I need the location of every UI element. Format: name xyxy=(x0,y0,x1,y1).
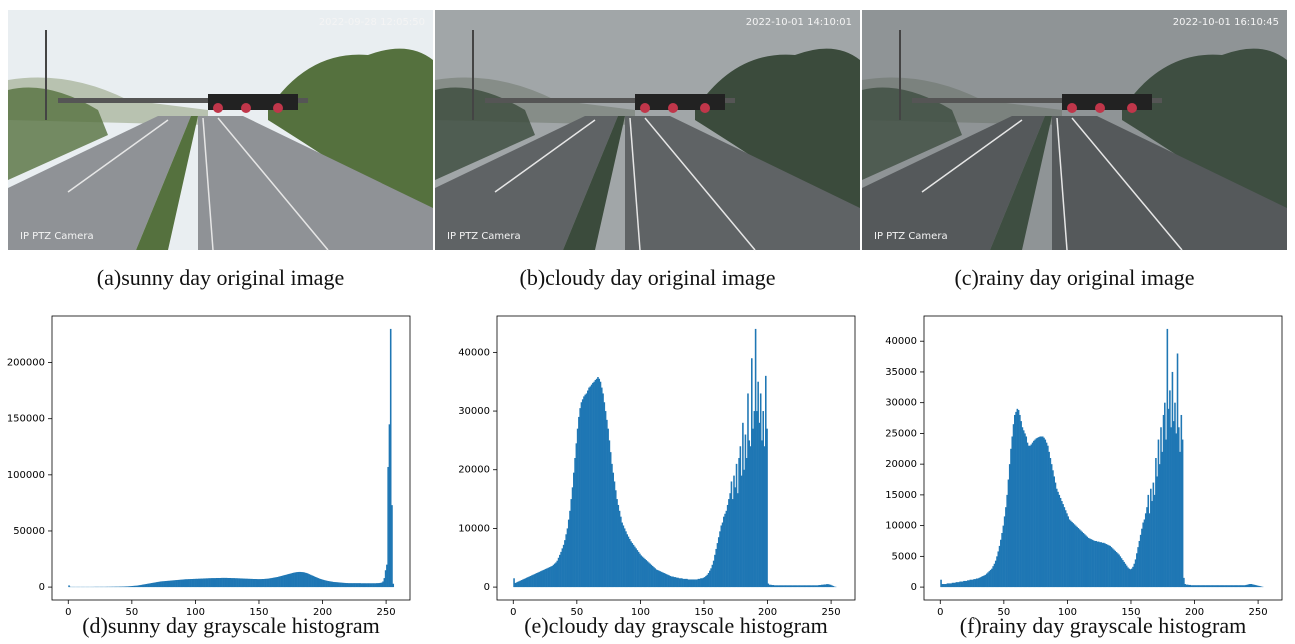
photo: 2022-09-28 12:05:50 IP PTZ Camera xyxy=(8,10,433,250)
x-tick-label: 0 xyxy=(510,607,516,618)
axes-frame xyxy=(497,316,855,600)
sign-light xyxy=(1095,103,1105,113)
timestamp: 2022-10-01 14:10:01 xyxy=(746,17,852,28)
y-tick-label: 5000 xyxy=(892,551,917,562)
chart-caption: (f)rainy day grayscale histogram xyxy=(960,613,1247,638)
y-tick-label: 0 xyxy=(911,582,917,593)
y-tick-label: 15000 xyxy=(885,490,917,501)
photo-caption: (a)sunny day original image xyxy=(97,265,344,290)
hist-bar xyxy=(766,429,768,587)
photo-caption: (b)cloudy day original image xyxy=(520,265,776,290)
y-tick-label: 10000 xyxy=(885,521,917,532)
chart-caption: (d)sunny day grayscale histogram xyxy=(82,613,380,638)
chart-caption: (e)cloudy day grayscale histogram xyxy=(524,613,828,638)
y-tick-label: 10000 xyxy=(458,523,490,534)
y-tick-label: 40000 xyxy=(458,347,490,358)
y-tick-label: 200000 xyxy=(7,358,45,369)
sign-light xyxy=(1067,103,1077,113)
camera-label: IP PTZ Camera xyxy=(20,231,94,242)
sign-light xyxy=(668,103,678,113)
histogram: 050100150200250050000100000150000200000 xyxy=(7,316,410,618)
hist-bar xyxy=(391,505,393,587)
x-tick-label: 250 xyxy=(1249,607,1268,618)
sign-light xyxy=(700,103,710,113)
hist-bar xyxy=(392,584,394,587)
photo-caption: (c)rainy day original image xyxy=(954,265,1194,290)
camera-label: IP PTZ Camera xyxy=(447,231,521,242)
photo: 2022-10-01 14:10:01 IP PTZ Camera xyxy=(435,10,860,250)
x-tick-label: 0 xyxy=(937,607,943,618)
page: {"panels": [ {"caption": "(a)sunny day o… xyxy=(0,0,1295,644)
y-tick-label: 150000 xyxy=(7,414,45,425)
sign-light xyxy=(241,103,251,113)
x-tick-label: 0 xyxy=(65,607,71,618)
y-tick-label: 30000 xyxy=(458,406,490,417)
y-tick-label: 20000 xyxy=(885,459,917,470)
y-tick-label: 30000 xyxy=(885,398,917,409)
y-tick-label: 35000 xyxy=(885,367,917,378)
timestamp: 2022-09-28 12:05:50 xyxy=(319,17,425,28)
y-tick-label: 0 xyxy=(484,582,490,593)
y-tick-label: 50000 xyxy=(13,526,45,537)
photo: 2022-10-01 16:10:45 IP PTZ Camera xyxy=(862,10,1287,250)
sign-light xyxy=(640,103,650,113)
axes-frame xyxy=(52,316,410,600)
y-tick-label: 100000 xyxy=(7,470,45,481)
y-tick-label: 0 xyxy=(39,582,45,593)
figure: 2022-09-28 12:05:50 IP PTZ Camera (a)sunny… xyxy=(0,0,1295,644)
sign-light xyxy=(213,103,223,113)
hist-bar xyxy=(1182,440,1184,588)
sign-light xyxy=(1127,103,1137,113)
timestamp: 2022-10-01 16:10:45 xyxy=(1173,17,1279,28)
sign-light xyxy=(273,103,283,113)
y-tick-label: 40000 xyxy=(885,336,917,347)
y-tick-label: 25000 xyxy=(885,428,917,439)
histogram: 050100150200250010000200003000040000 xyxy=(458,316,855,618)
y-tick-label: 20000 xyxy=(458,465,490,476)
camera-label: IP PTZ Camera xyxy=(874,231,948,242)
